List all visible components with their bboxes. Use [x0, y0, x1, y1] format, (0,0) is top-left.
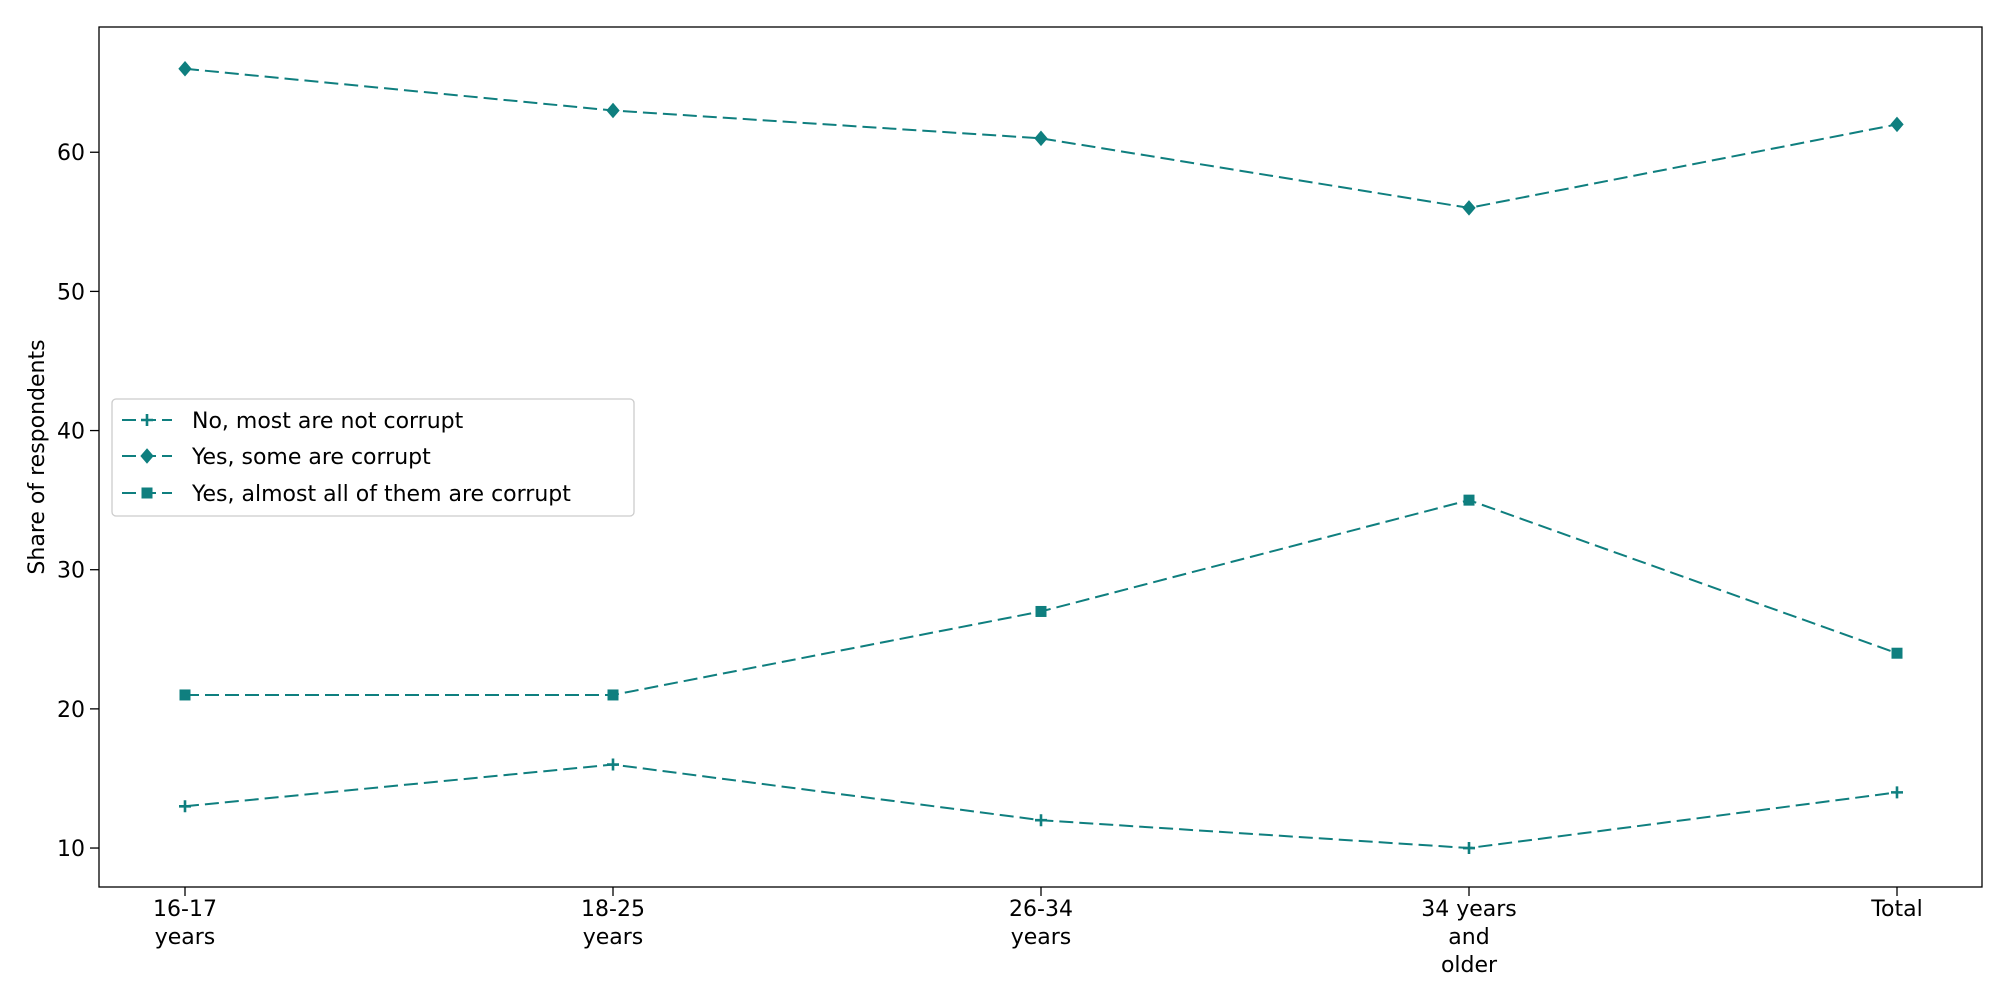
data-point	[606, 102, 620, 119]
x-tick-label: years	[583, 925, 644, 950]
legend-box	[111, 398, 635, 517]
data-point	[607, 758, 619, 771]
legend-item: No, most are not corrupt	[122, 409, 464, 434]
legend-label: Yes, some are corrupt	[191, 445, 431, 470]
data-point	[1463, 494, 1475, 506]
data-point	[1891, 647, 1903, 659]
data-point	[607, 689, 619, 701]
x-axis-ticks: 16-17 years 18-25 years 26-34 years 34 years an…	[153, 887, 1923, 978]
x-tick-label: and	[1448, 925, 1489, 950]
x-tick-label: older	[1441, 953, 1498, 978]
y-tick-label: 10	[57, 837, 85, 862]
x-tick-label: 16-17	[153, 897, 217, 922]
y-tick-label: 50	[57, 280, 85, 305]
x-tick-label: 26-34	[1009, 897, 1073, 922]
data-point	[1463, 842, 1475, 855]
data-point	[1035, 605, 1047, 617]
data-point	[1890, 116, 1904, 133]
legend-item: Yes, some are corrupt	[122, 445, 431, 470]
legend-label: Yes, almost all of them are corrupt	[191, 482, 571, 507]
y-tick-label: 40	[57, 420, 85, 445]
legend-marker	[141, 487, 153, 499]
data-point	[178, 60, 192, 77]
series-3	[179, 494, 1903, 701]
x-tick-label: 34 years	[1421, 897, 1517, 922]
y-tick-label: 30	[57, 559, 85, 584]
y-tick-label: 20	[57, 698, 85, 723]
x-tick-label: Total	[1870, 897, 1922, 922]
x-tick-label: 18-25	[581, 897, 645, 922]
series-2	[178, 60, 1904, 216]
legend-item: Yes, almost all of them are corrupt	[122, 482, 571, 507]
series-layer	[178, 60, 1904, 855]
data-point	[1034, 130, 1048, 147]
y-tick-label: 60	[57, 141, 85, 166]
legend-label: No, most are not corrupt	[192, 409, 464, 434]
legend: No, most are not corrupt Yes, some are co…	[111, 398, 635, 517]
y-axis-label: Share of respondents	[25, 339, 50, 574]
data-point	[179, 800, 191, 813]
x-tick-label: years	[1011, 925, 1072, 950]
series-line	[184, 67, 1898, 209]
data-point	[179, 689, 191, 701]
x-tick-label: years	[155, 925, 216, 950]
series-1	[179, 758, 1903, 855]
data-point	[1891, 786, 1903, 799]
data-point	[1462, 200, 1476, 216]
legend-marker	[140, 448, 154, 464]
series-line	[184, 763, 1898, 850]
legend-marker	[141, 414, 153, 426]
data-point	[1035, 814, 1047, 827]
series-line	[185, 499, 1898, 696]
y-axis-ticks: 10 20 30 40 50 60	[57, 141, 99, 862]
